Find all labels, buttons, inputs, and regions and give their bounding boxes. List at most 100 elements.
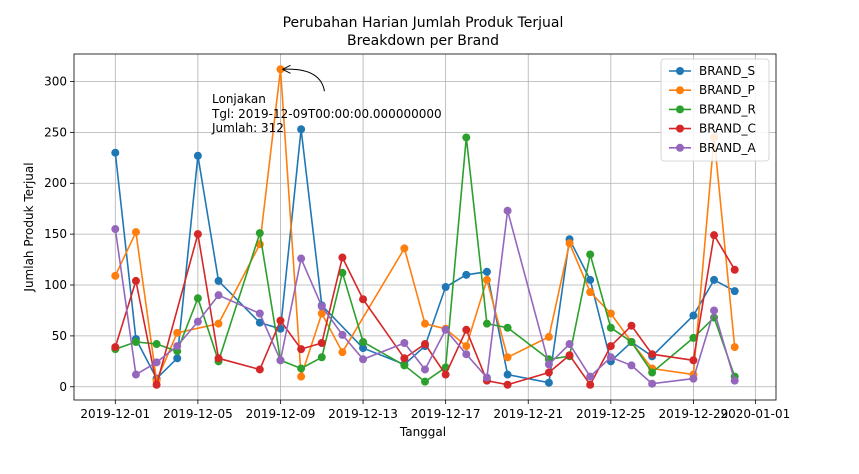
- annotation-arrowhead: [282, 64, 291, 74]
- series-brand-a: [111, 206, 739, 388]
- data-point-brand-a: [359, 355, 368, 364]
- data-point-brand-c: [152, 380, 161, 389]
- data-point-brand-a: [503, 206, 512, 215]
- data-point-brand-s: [462, 270, 471, 279]
- data-point-brand-s: [359, 344, 368, 353]
- data-point-brand-r: [462, 133, 471, 142]
- legend: BRAND_S BRAND_P BRAND_R BRAND_C BRAND_A: [660, 58, 770, 162]
- x-tick-label: 2019-12-09: [246, 407, 316, 421]
- y-tick-label: 300: [44, 74, 67, 88]
- data-point-brand-a: [276, 356, 285, 365]
- data-point-brand-a: [214, 291, 223, 300]
- data-point-brand-s: [297, 125, 306, 134]
- x-tick-label: 2019-12-21: [493, 407, 563, 421]
- data-point-brand-r: [152, 340, 161, 349]
- data-point-brand-r: [689, 333, 698, 342]
- x-tick-label: 2019-12-29: [659, 407, 729, 421]
- data-point-brand-r: [193, 294, 202, 303]
- y-axis-label: Jumlah Produk Terjual: [22, 162, 36, 292]
- y-tick-label: 100: [44, 278, 67, 292]
- data-point-brand-c: [586, 380, 595, 389]
- data-point-brand-a: [400, 339, 409, 348]
- data-point-brand-s: [482, 267, 491, 276]
- data-point-brand-a: [565, 340, 574, 349]
- data-point-brand-p: [173, 328, 182, 337]
- data-point-brand-s: [689, 311, 698, 320]
- data-point-brand-c: [565, 351, 574, 360]
- legend-swatch-marker-brand-p: [676, 86, 684, 95]
- data-point-brand-a: [173, 342, 182, 351]
- data-point-brand-s: [586, 275, 595, 284]
- data-point-brand-c: [297, 345, 306, 354]
- legend-swatch-marker-brand-r: [676, 105, 684, 114]
- x-tick-label: 2019-12-05: [163, 407, 233, 421]
- data-point-brand-r: [131, 337, 140, 346]
- data-point-brand-r: [648, 368, 657, 377]
- data-point-brand-c: [338, 253, 347, 262]
- data-point-brand-p: [606, 309, 615, 318]
- data-point-brand-c: [441, 370, 450, 379]
- data-point-brand-p: [400, 244, 409, 253]
- y-tick-label: 0: [59, 380, 67, 394]
- data-point-brand-r: [317, 353, 326, 362]
- x-tick-label: 2019-12-13: [328, 407, 398, 421]
- x-tick-label: 2019-12-17: [411, 407, 481, 421]
- data-point-brand-a: [627, 361, 636, 370]
- data-point-brand-c: [503, 380, 512, 389]
- data-point-brand-s: [214, 276, 223, 285]
- data-point-brand-c: [689, 356, 698, 365]
- data-point-brand-c: [255, 365, 264, 374]
- legend-label-brand-p: BRAND_P: [699, 83, 755, 97]
- data-point-brand-c: [648, 350, 657, 359]
- data-point-brand-p: [131, 228, 140, 237]
- data-point-brand-c: [400, 354, 409, 363]
- data-point-brand-a: [152, 358, 161, 367]
- legend-swatch-marker-brand-s: [676, 67, 684, 75]
- data-point-brand-a: [710, 306, 719, 315]
- data-point-brand-p: [586, 288, 595, 297]
- legend-swatch-marker-brand-c: [676, 124, 684, 133]
- y-tick-label: 150: [44, 227, 67, 241]
- data-point-brand-s: [710, 275, 719, 284]
- data-point-brand-c: [276, 316, 285, 325]
- data-point-brand-a: [297, 254, 306, 263]
- series-lines: [111, 65, 739, 389]
- data-point-brand-p: [317, 309, 326, 318]
- data-point-brand-a: [441, 325, 450, 334]
- data-point-brand-a: [193, 317, 202, 326]
- data-point-brand-p: [338, 348, 347, 357]
- data-point-brand-a: [421, 365, 429, 374]
- data-point-brand-c: [317, 339, 326, 348]
- data-point-brand-a: [544, 360, 553, 369]
- data-point-brand-r: [338, 268, 347, 277]
- data-point-brand-r: [421, 377, 429, 386]
- data-point-brand-c: [606, 342, 615, 351]
- x-tick-label: 2019-12-25: [576, 407, 646, 421]
- annotation-line-2: Tgl: 2019-12-09T00:00:00.000000000: [211, 107, 442, 121]
- legend-label-brand-a: BRAND_A: [699, 141, 757, 155]
- data-point-brand-p: [544, 332, 553, 341]
- chart-title: Perubahan Harian Jumlah Produk Terjual: [283, 15, 564, 31]
- data-point-brand-a: [689, 374, 698, 383]
- data-point-brand-s: [544, 378, 553, 387]
- legend-swatch-marker-brand-a: [676, 143, 684, 152]
- data-point-brand-a: [606, 353, 615, 362]
- data-point-brand-r: [359, 337, 368, 346]
- legend-box: [660, 58, 770, 162]
- data-point-brand-r: [606, 323, 615, 332]
- data-point-brand-a: [338, 330, 347, 339]
- data-point-brand-c: [131, 276, 140, 285]
- grid: [74, 54, 776, 400]
- data-point-brand-c: [214, 354, 223, 363]
- x-tick-label: 2020-01-01: [720, 407, 790, 421]
- x-tick-label: 2019-12-01: [80, 407, 150, 421]
- axis-ticks: 2019-12-01 2019-12-05 2019-12-09 2019-12-13…: [44, 74, 790, 421]
- data-point-brand-a: [462, 350, 471, 359]
- data-point-brand-p: [503, 353, 512, 362]
- data-point-brand-a: [586, 372, 595, 381]
- data-point-brand-c: [544, 368, 553, 377]
- data-point-brand-a: [317, 302, 326, 311]
- legend-label-brand-c: BRAND_C: [699, 122, 756, 136]
- data-point-brand-s: [111, 148, 120, 157]
